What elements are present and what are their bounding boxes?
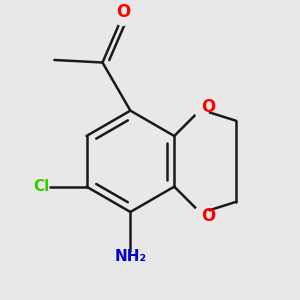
Text: O: O: [201, 98, 215, 116]
Text: O: O: [201, 207, 215, 225]
Text: O: O: [116, 3, 130, 21]
Text: NH₂: NH₂: [114, 249, 146, 264]
Text: Cl: Cl: [33, 179, 49, 194]
